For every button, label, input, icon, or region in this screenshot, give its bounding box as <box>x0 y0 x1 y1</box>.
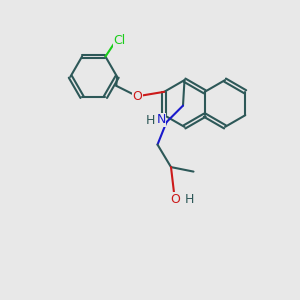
Text: H: H <box>146 114 156 127</box>
Text: O: O <box>171 193 180 206</box>
Text: H: H <box>185 193 194 206</box>
Text: O: O <box>132 90 142 103</box>
Text: Cl: Cl <box>114 34 126 47</box>
Text: N: N <box>156 113 166 126</box>
